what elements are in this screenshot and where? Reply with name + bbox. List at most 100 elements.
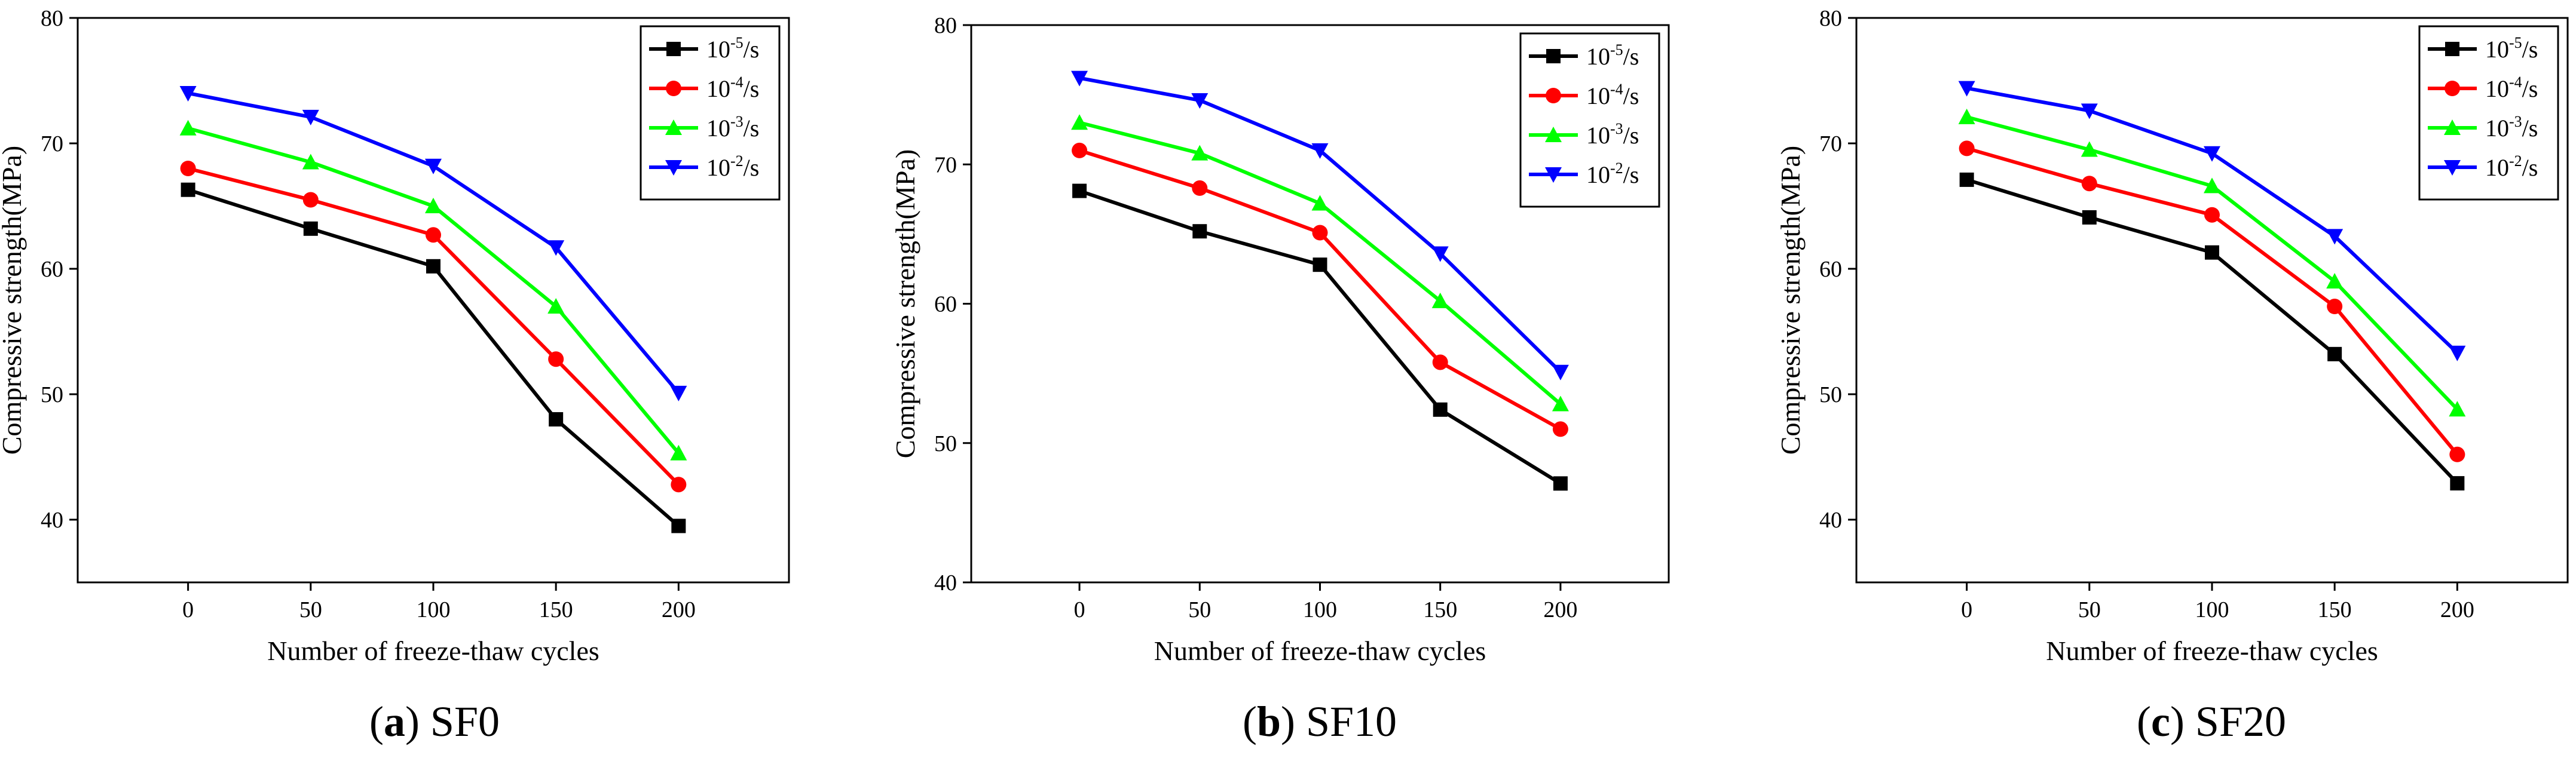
- y-tick-label: 60: [934, 292, 957, 317]
- chart-panel-3: 40 50 60 70 80 0 50 100 150 200 Number of freeze-t…: [1775, 6, 2569, 745]
- legend-base: 10: [2485, 115, 2509, 142]
- legend-label-4: 10-2/s: [2485, 152, 2538, 181]
- legend-label-2: 10-4/s: [706, 73, 759, 102]
- x-axis-label: Number of freeze-thaw cycles: [1154, 636, 1486, 666]
- legend-exponent: -2: [730, 152, 744, 170]
- legend-exponent: -3: [730, 113, 744, 130]
- data-point-series-4: [2081, 103, 2098, 119]
- legend-marker-3: [1545, 127, 1562, 142]
- legend-unit: /s: [744, 75, 760, 102]
- data-point-series-1: [549, 412, 564, 426]
- x-tick-label: 0: [182, 597, 194, 622]
- legend-base: 10: [706, 36, 730, 63]
- legend-unit: /s: [2522, 75, 2538, 102]
- legend-unit: /s: [744, 36, 760, 63]
- legend-label-3: 10-3/s: [1586, 120, 1639, 149]
- data-point-series-1: [180, 182, 195, 197]
- y-tick-label: 50: [1819, 382, 1842, 407]
- data-point-series-4: [1311, 143, 1329, 159]
- y-tick-label: 80: [934, 13, 957, 38]
- legend-unit: /s: [744, 154, 760, 181]
- legend-marker-1: [666, 42, 681, 56]
- legend-base: 10: [1586, 82, 1610, 109]
- legend-unit: /s: [744, 115, 760, 142]
- panel-caption: (b) SF10: [1243, 698, 1397, 745]
- legend-base: 10: [1586, 43, 1610, 70]
- legend-marker-3: [665, 119, 682, 135]
- caption-text: ) SF0: [405, 698, 500, 745]
- x-tick-label: 150: [539, 597, 573, 622]
- x-tick-label: 200: [2440, 597, 2474, 622]
- data-point-series-1: [1433, 402, 1448, 417]
- legend-unit: /s: [1623, 43, 1639, 70]
- series-line-4: [188, 91, 680, 394]
- series-line-3: [187, 126, 680, 455]
- data-point-series-4: [425, 158, 442, 174]
- data-point-series-2: [2081, 176, 2097, 192]
- legend-label-3: 10-3/s: [706, 113, 759, 142]
- caption-open: (: [369, 698, 384, 745]
- legend-exponent: -2: [1610, 159, 1623, 177]
- y-tick-label: 60: [1819, 257, 1842, 282]
- data-point-series-1: [2205, 245, 2219, 260]
- data-point-series-2: [1552, 421, 1568, 437]
- y-tick-label: 50: [934, 431, 957, 456]
- legend-unit: /s: [1623, 161, 1639, 188]
- legend-box: [640, 25, 781, 201]
- legend-base: 10: [2485, 154, 2509, 181]
- x-tick-label: 50: [299, 597, 322, 622]
- x-tick-label: 50: [2078, 597, 2101, 622]
- legend-exponent: -3: [1610, 120, 1623, 137]
- x-tick-label: 0: [1961, 597, 1972, 622]
- data-point-series-4: [547, 240, 565, 256]
- data-point-series-3: [2449, 401, 2466, 417]
- data-point-series-1: [1313, 257, 1327, 272]
- legend-marker-1: [2445, 42, 2459, 56]
- caption-letter: b: [1257, 698, 1281, 745]
- legend-label-1: 10-5/s: [1586, 41, 1639, 70]
- x-tick-label: 200: [1543, 597, 1577, 622]
- legend-label-4: 10-2/s: [1586, 159, 1639, 188]
- legend-exponent: -3: [2509, 113, 2522, 130]
- legend-label-1: 10-5/s: [2485, 34, 2538, 63]
- legend-exponent: -5: [730, 34, 744, 51]
- data-point-series-2: [1959, 140, 1975, 156]
- data-point-series-4: [1191, 93, 1209, 109]
- data-point-series-4: [1071, 70, 1088, 87]
- legend-base: 10: [2485, 75, 2509, 102]
- y-tick-label: 50: [41, 382, 63, 407]
- data-point-series-2: [1072, 142, 1088, 158]
- x-axis-label: Number of freeze-thaw cycles: [2046, 636, 2378, 666]
- legend-marker-1: [1546, 49, 1561, 63]
- legend: 10-5/s10-4/s10-3/s10-2/s: [640, 25, 781, 201]
- data-point-series-1: [2327, 346, 2342, 361]
- data-point-series-4: [670, 385, 687, 401]
- data-point-series-3: [179, 119, 197, 136]
- x-tick-label: 50: [1188, 597, 1211, 622]
- data-point-series-1: [303, 221, 318, 236]
- legend-exponent: -4: [1610, 81, 1623, 98]
- y-tick-label: 70: [1819, 131, 1842, 156]
- data-point-series-3: [1311, 195, 1329, 211]
- legend-base: 10: [706, 115, 730, 142]
- legend-label-2: 10-4/s: [1586, 81, 1639, 109]
- data-point-series-1: [2450, 476, 2465, 491]
- caption-open: (: [1243, 698, 1257, 745]
- legend-unit: /s: [2522, 115, 2538, 142]
- data-point-series-3: [302, 154, 319, 170]
- legend-exponent: -2: [2509, 152, 2522, 170]
- legend-exponent: -5: [2509, 34, 2522, 51]
- x-tick-label: 200: [662, 597, 696, 622]
- legend-marker-4: [665, 160, 682, 176]
- legend-base: 10: [1586, 122, 1610, 149]
- y-tick-label: 70: [41, 131, 63, 156]
- data-point-series-1: [1959, 172, 1974, 187]
- y-tick-label: 80: [1819, 6, 1842, 31]
- data-point-series-3: [547, 298, 565, 314]
- series-line-2: [187, 167, 680, 486]
- series-line-2: [1966, 146, 2459, 456]
- data-point-series-1: [671, 518, 686, 533]
- data-point-series-1: [1072, 183, 1087, 198]
- y-axis-label: Compressive strength(MPa): [1775, 146, 1806, 455]
